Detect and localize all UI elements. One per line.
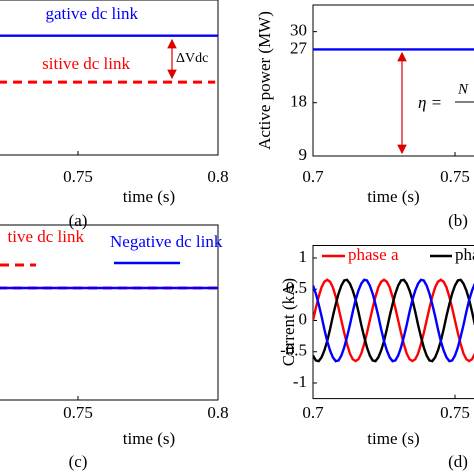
- panel-caption: (b): [448, 211, 468, 230]
- x-tick-label: 0.75: [63, 167, 93, 186]
- y-axis-label: Current (kA): [279, 278, 298, 366]
- x-axis-label: time (s): [123, 187, 175, 206]
- x-tick-label: 0.8: [207, 403, 228, 422]
- y-tick-label: 27: [290, 38, 308, 57]
- annotation: ΔVdc: [176, 51, 208, 66]
- data-line: [313, 278, 474, 363]
- x-tick-label: 0.8: [207, 167, 228, 186]
- x-axis-label: time (s): [123, 429, 175, 448]
- legend-label: gative dc link: [45, 4, 138, 23]
- x-axis-label: time (s): [367, 187, 419, 206]
- panel-caption: (c): [69, 452, 88, 471]
- legend-label: tive dc link: [8, 227, 85, 246]
- y-tick-label: 0.5: [286, 278, 307, 297]
- legend-label: Negative dc link: [110, 232, 223, 251]
- y-tick-label: 18: [290, 92, 307, 111]
- axes-box: [0, 224, 219, 401]
- panel-caption: (d): [448, 452, 468, 471]
- y-axis-label: Active power (MW): [255, 11, 274, 150]
- annotation: η =: [418, 93, 442, 112]
- x-tick-label: 0.7: [302, 403, 324, 422]
- x-tick-label: 0.75: [63, 403, 93, 422]
- axes-box: [312, 245, 474, 400]
- data-line: [313, 278, 474, 363]
- x-axis-label: time (s): [367, 429, 419, 448]
- y-tick-label: 9: [299, 145, 308, 164]
- y-tick-label: -1: [293, 372, 307, 391]
- legend-label: sitive dc link: [42, 54, 130, 73]
- x-tick-label: 0.7: [302, 167, 324, 186]
- x-tick-label: 0.75: [440, 167, 470, 186]
- x-tick-label: 0.75: [440, 403, 470, 422]
- y-tick-label: 1: [299, 247, 308, 266]
- data-line: [313, 278, 474, 363]
- axes-box: [0, 0, 219, 156]
- legend-label: pha: [455, 245, 474, 264]
- y-tick-label: -0.5: [280, 341, 307, 360]
- axes-box: [312, 4, 474, 157]
- y-tick-label: 30: [290, 21, 307, 40]
- legend-label: phase a: [348, 245, 399, 264]
- y-tick-label: 0: [299, 309, 308, 328]
- annotation: N: [457, 81, 469, 97]
